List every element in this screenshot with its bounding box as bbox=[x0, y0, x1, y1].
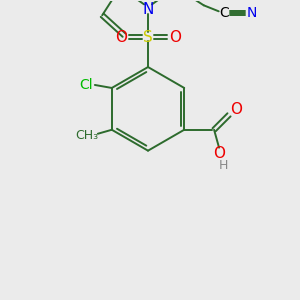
Text: O: O bbox=[169, 30, 181, 45]
Text: O: O bbox=[115, 30, 127, 45]
Text: N: N bbox=[142, 2, 154, 17]
Text: Cl: Cl bbox=[79, 78, 93, 92]
Text: C: C bbox=[219, 6, 229, 20]
Text: O: O bbox=[230, 102, 242, 117]
Text: N: N bbox=[246, 6, 257, 20]
Text: CH₃: CH₃ bbox=[75, 129, 98, 142]
Text: O: O bbox=[213, 146, 225, 161]
Text: S: S bbox=[143, 30, 153, 45]
Text: H: H bbox=[218, 159, 228, 172]
